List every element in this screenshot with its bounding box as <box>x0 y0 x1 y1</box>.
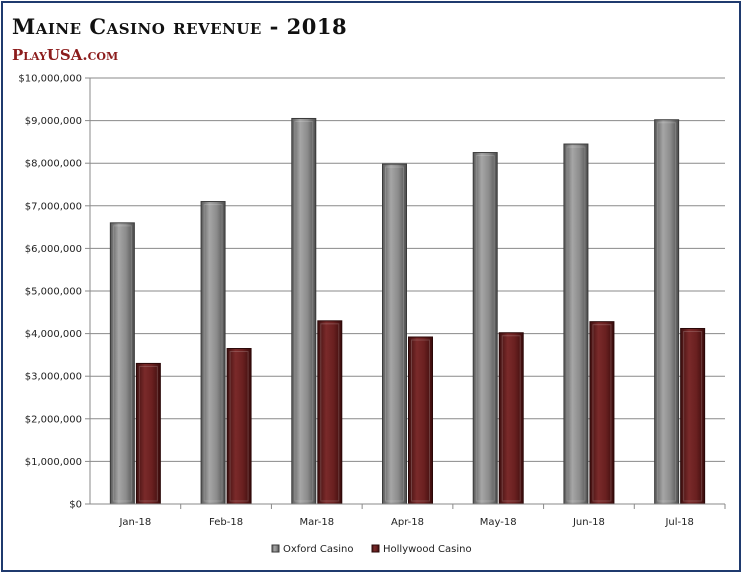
bar-bevel <box>592 324 612 502</box>
bar-oxford <box>109 222 135 505</box>
y-tick-label: $10,000,000 <box>18 74 82 85</box>
bar-hollywood <box>226 348 252 505</box>
y-tick-label: $1,000,000 <box>25 457 82 468</box>
y-tick-label: $0 <box>69 500 82 511</box>
y-tick-label: $7,000,000 <box>25 201 82 212</box>
bar-bevel <box>475 155 495 502</box>
bar-oxford <box>563 143 589 505</box>
x-tick-label: Mar-18 <box>300 517 335 528</box>
brand-logo-text: PlayUSA.com <box>12 46 119 64</box>
bar-hollywood <box>589 321 615 505</box>
bar-hollywood <box>498 332 524 505</box>
legend-swatch <box>271 544 280 553</box>
bar-hollywood <box>408 336 433 505</box>
bar-oxford <box>472 152 498 505</box>
x-tick-label: Jan-18 <box>118 517 151 528</box>
bar-hollywood <box>317 320 343 505</box>
y-tick-label: $6,000,000 <box>25 244 82 255</box>
bars <box>109 117 706 505</box>
bar-bevel <box>203 204 223 502</box>
y-tick-label: $2,000,000 <box>25 414 82 425</box>
bar-oxford <box>654 119 680 505</box>
bar-bevel <box>138 365 158 502</box>
gridlines <box>90 77 725 505</box>
y-tick-label: $5,000,000 <box>25 287 82 298</box>
x-tick-label: Jun-18 <box>572 517 605 528</box>
x-tick-label: May-18 <box>480 517 517 528</box>
x-axis-ticks: Jan-18 Feb-18 Mar-18 Apr-18 May-18 Jun-18 Jul-… <box>90 503 726 528</box>
bar-bevel <box>385 166 404 502</box>
x-tick-label: Jul-18 <box>664 517 693 528</box>
x-tick-label: Feb-18 <box>209 517 243 528</box>
bar-bevel <box>229 351 249 502</box>
y-tick-label: $8,000,000 <box>25 159 82 170</box>
bar-bevel <box>411 339 430 502</box>
legend-label: Oxford Casino <box>283 544 353 555</box>
chart-title: Maine Casino revenue - 2018 <box>12 14 348 39</box>
bar-hollywood <box>135 362 161 505</box>
bar-bevel <box>683 330 703 502</box>
bar-hollywood <box>680 327 706 505</box>
bar-bevel <box>501 335 521 502</box>
bar-oxford <box>382 163 407 505</box>
legend-label: Hollywood Casino <box>383 544 472 555</box>
bar-bevel <box>294 120 314 502</box>
bar-oxford <box>291 117 317 505</box>
bar-oxford <box>200 201 226 505</box>
bar-bevel <box>566 146 586 502</box>
bar-bevel <box>657 122 677 502</box>
y-tick-label: $4,000,000 <box>25 329 82 340</box>
legend: Oxford Casino Hollywood Casino <box>271 544 472 555</box>
x-tick-label: Apr-18 <box>391 517 424 528</box>
y-tick-label: $3,000,000 <box>25 372 82 383</box>
y-tick-label: $9,000,000 <box>25 116 82 127</box>
bar-bevel <box>320 323 340 502</box>
bar-bevel <box>112 225 132 502</box>
legend-swatch <box>371 544 380 553</box>
y-axis-ticks: $0 $1,000,000 $2,000,000 $3,000,000 $4,000,0… <box>18 74 91 511</box>
